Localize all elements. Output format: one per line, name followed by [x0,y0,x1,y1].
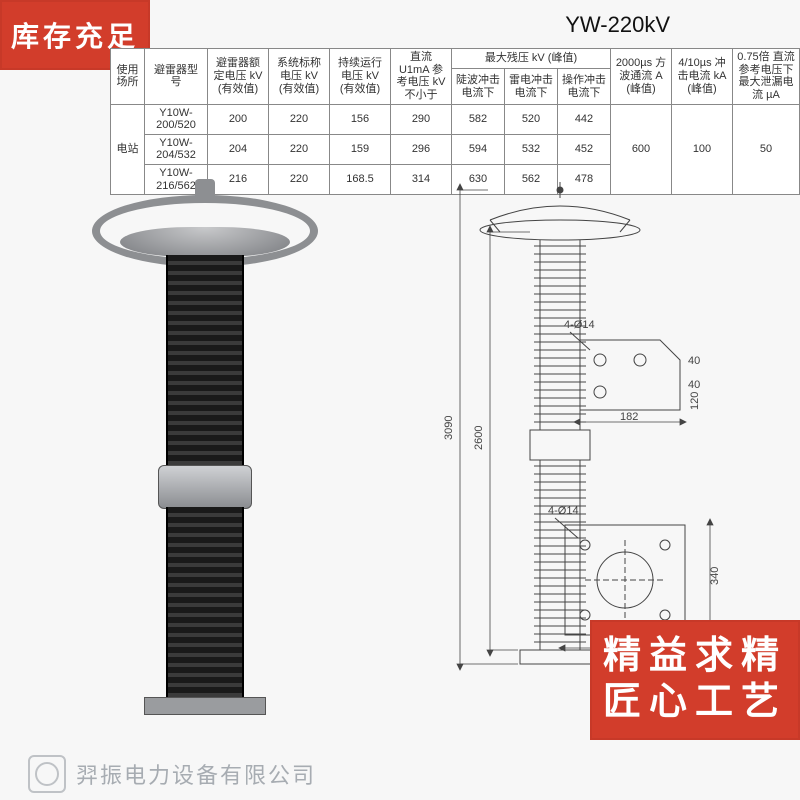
base-flange-icon [144,697,266,715]
col-use: 使用场所 [111,49,145,105]
cell: 159 [330,134,391,164]
col-rated: 避雷器额定电压 kV (有效值) [208,49,269,105]
table-row: 电站 Y10W-200/520 200 220 156 290 582 520 … [111,104,800,134]
company-watermark: 羿振电力设备有限公司 [0,748,800,800]
badge-quality: 精益求精 匠心工艺 [590,620,800,740]
insulator-stack-lower-icon [166,507,244,715]
flange1-holes: 4-Ø14 [564,319,595,331]
col-r1: 陡波冲击电流下 [452,69,505,104]
cell: 582 [452,104,505,134]
flange2-outer: 340 [709,567,721,585]
dim-overall: 3090 [443,416,455,440]
model-title: YW-220kV [565,12,670,38]
badge-quality-l1: 精益求精 [603,634,787,680]
flange1-p1: 40 [688,355,700,367]
cell: 532 [505,134,558,164]
cell: 296 [391,134,452,164]
spec-table: 使用场所 避雷器型号 避雷器额定电压 kV (有效值) 系统标称电压 kV (有… [110,48,800,195]
cell: 电站 [111,104,145,195]
badge-quality-l2: 匠心工艺 [603,680,787,726]
company-name: 羿振电力设备有限公司 [76,758,316,790]
cell: 156 [330,104,391,134]
flange2-holes: 4-Ø14 [548,505,579,517]
flange1-p2: 40 [688,379,700,391]
cell: 290 [391,104,452,134]
cell: 204 [208,134,269,164]
insulator-stack-upper-icon [166,255,244,465]
cell: 168.5 [330,165,391,195]
dim-inner: 2600 [473,426,485,450]
cell: 220 [269,104,330,134]
cell: 452 [558,134,611,164]
col-resid: 最大残压 kV (峰值) [452,49,611,69]
cell: 50 [733,104,800,195]
col-imp: 4/10µs 冲击电流 kA (峰值) [672,49,733,105]
page-root: 库存充足 YW-220kV 使用场所 避雷器型号 避雷器额定电压 kV (有效值… [0,0,800,800]
table-header-row: 使用场所 避雷器型号 避雷器额定电压 kV (有效值) 系统标称电压 kV (有… [111,49,800,69]
top-cap-icon [120,227,290,257]
col-r3: 操作冲击电流下 [558,69,611,104]
cell: 220 [269,134,330,164]
col-cont: 持续运行电压 kV (有效值) [330,49,391,105]
flange1-w: 182 [620,411,638,423]
col-sys: 系统标称电压 kV (有效值) [269,49,330,105]
col-sq: 2000µs 方波通流 A (峰值) [611,49,672,105]
cell: 520 [505,104,558,134]
cell: 594 [452,134,505,164]
cell: Y10W-200/520 [145,104,208,134]
cell: 442 [558,104,611,134]
mid-coupler-icon [158,465,252,509]
col-model: 避雷器型号 [145,49,208,105]
flange1-h: 120 [689,392,701,410]
cell: 200 [208,104,269,134]
col-dc: 直流 U1mA 参考电压 kV 不小于 [391,49,452,105]
col-leak: 0.75倍 直流参考电压下最大泄漏电流 µA [733,49,800,105]
company-logo-icon [28,755,66,793]
product-photo [90,185,320,715]
flange-detail-top: 4-Ø14 182 40 40 120 [560,310,710,430]
col-r2: 雷电冲击电流下 [505,69,558,104]
cell: Y10W-204/532 [145,134,208,164]
